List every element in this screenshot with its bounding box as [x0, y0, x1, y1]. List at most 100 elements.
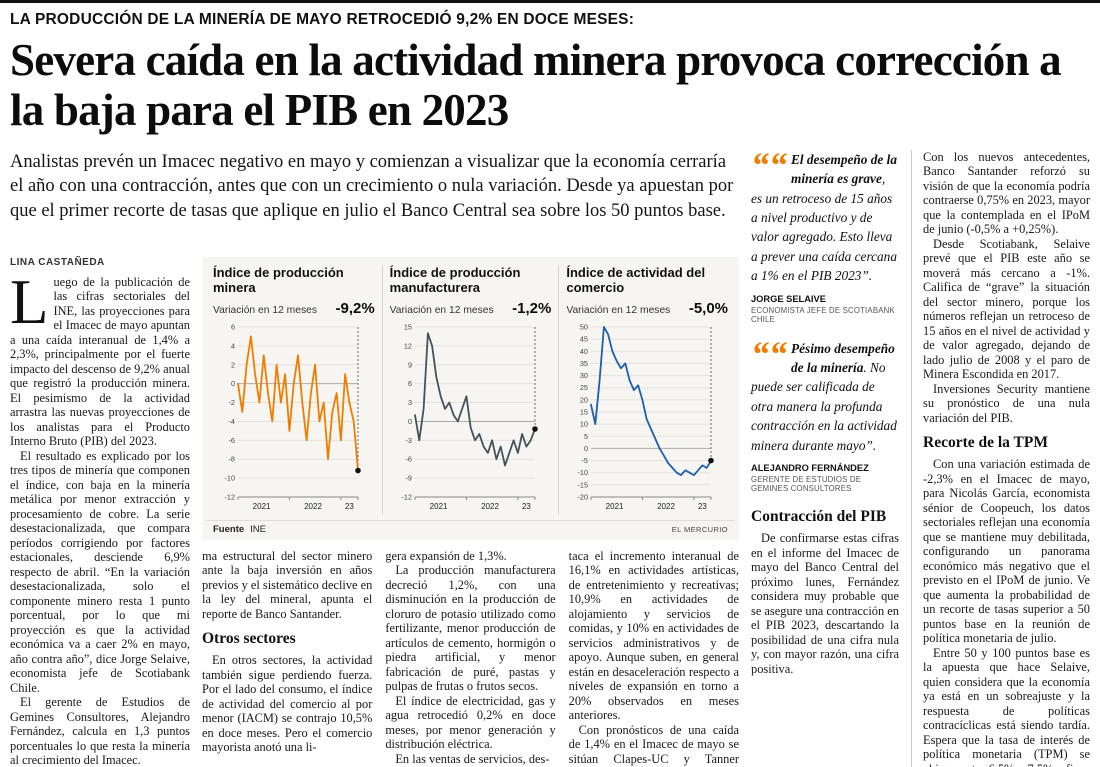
quote-lead: Pésimo desempeño de la minería [791, 340, 895, 376]
svg-text:-15: -15 [578, 480, 589, 489]
right-column: Con los nuevos antecedentes, Banco Santa… [911, 149, 1090, 767]
source-value: INE [250, 523, 266, 535]
quote-text: ““ Pésimo desempeño de la minería. No pue… [751, 333, 899, 455]
bottom-column-2: gera expansión de 1,3%. La producción ma… [385, 549, 555, 767]
dropcap: L [10, 266, 49, 337]
pull-quote-fernandez: ““ Pésimo desempeño de la minería. No pue… [751, 333, 899, 494]
paragraph-text: uego de la publicación de las cifras sec… [10, 274, 190, 449]
chart-actividad-comercio: Índice de actividad del comercio Variaci… [558, 265, 735, 515]
svg-text:6: 6 [231, 322, 235, 331]
paragraph: El gerente de Estudios de Gemines Consul… [10, 695, 190, 767]
svg-text:45: 45 [580, 334, 588, 343]
chart-subtitle-row: Variación en 12 meses -5,0% [566, 300, 728, 317]
paragraph: En las ventas de servicios, des- [395, 751, 550, 766]
paragraph: El índice de electricidad, gas y agua re… [385, 693, 556, 752]
svg-text:0: 0 [231, 379, 235, 388]
quote-rest: , es un retroceso de 15 años a nivel pro… [751, 171, 897, 284]
chart-latest-value: -5,0% [688, 299, 729, 317]
paragraph: Entre 50 y 100 puntos base es la apuesta… [923, 645, 1090, 767]
paragraph: Desde Scotiabank, Selaive prevé que el P… [923, 236, 1090, 382]
paragraph: El resultado es explicado por los tres t… [10, 448, 190, 695]
content-grid: Analistas prevén un Imacec negativo en m… [10, 144, 1090, 767]
svg-text:2022: 2022 [304, 502, 322, 511]
svg-text:30: 30 [580, 371, 588, 380]
svg-text:-5: -5 [582, 456, 589, 465]
chart-subtitle-row: Variación en 12 meses -9,2% [213, 300, 375, 317]
paragraph: Inversiones Security mantiene su pronóst… [923, 381, 1090, 425]
line-chart-manufactura: 15 12 9 6 3 0 -3 -6 -9 -12 2021 2022 23 [401, 322, 538, 511]
svg-text:12: 12 [404, 341, 412, 350]
svg-text:20: 20 [580, 395, 588, 404]
svg-text:0: 0 [584, 444, 588, 453]
svg-text:15: 15 [580, 407, 588, 416]
svg-text:35: 35 [580, 359, 588, 368]
quote-author-role: GERENTE DE ESTUDIOS DE GEMINES CONSULTOR… [751, 475, 862, 494]
svg-text:-9: -9 [405, 473, 412, 482]
source: Fuente INE [213, 524, 266, 535]
headline: Severa caída en la actividad minera prov… [10, 35, 1062, 136]
svg-text:2021: 2021 [429, 502, 447, 511]
charts-panel: Índice de producción minera Variación en… [202, 256, 739, 540]
chart-subtitle: Variación en 12 meses [566, 304, 671, 316]
svg-text:-6: -6 [229, 436, 236, 445]
source-row: Fuente INE EL MERCURIO [206, 519, 735, 537]
paragraph: Con pronósticos de una caída de 1,4% en … [568, 722, 739, 767]
svg-text:2021: 2021 [606, 502, 624, 511]
quote-icon: ““ [751, 144, 787, 185]
chart-produccion-minera: Índice de producción minera Variación en… [206, 265, 382, 515]
svg-text:-6: -6 [405, 454, 412, 463]
subhead-recorte-tpm: Recorte de la TPM [923, 434, 1048, 452]
chart-subtitle-row: Variación en 12 meses -1,2% [390, 300, 552, 317]
svg-text:40: 40 [580, 346, 588, 355]
quote-author: ALEJANDRO FERNÁNDEZ [751, 463, 869, 474]
paragraph: En otros sectores, la actividad también … [202, 653, 373, 755]
quote-author-role: ECONOMISTA JEFE DE SCOTIABANK CHILE [751, 305, 895, 324]
subhead-otros-sectores: Otros sectores [202, 630, 296, 648]
source-label: Fuente [213, 523, 245, 535]
contraccion-section: Contracción del PIB De confirmarse estas… [751, 508, 899, 676]
subhead-contraccion-pib: Contracción del PIB [751, 508, 887, 526]
svg-text:25: 25 [580, 383, 588, 392]
byline: LINA CASTAÑEDA [10, 256, 105, 268]
svg-text:-12: -12 [401, 492, 412, 501]
quote-author: JORGE SELAIVE [751, 293, 826, 304]
svg-text:-12: -12 [224, 492, 235, 501]
pull-quote-selaive: ““ El desempeño de la minería es grave, e… [751, 144, 899, 324]
svg-text:2021: 2021 [253, 502, 271, 511]
chart-produccion-manufacturera: Índice de producción manufacturera Varia… [381, 265, 559, 515]
quotes-column: ““ El desempeño de la minería es grave, e… [751, 144, 899, 767]
svg-text:-3: -3 [405, 436, 412, 445]
svg-text:-8: -8 [229, 454, 236, 463]
svg-text:23: 23 [698, 502, 707, 511]
svg-text:-20: -20 [578, 492, 589, 501]
svg-text:4: 4 [231, 341, 235, 350]
svg-text:0: 0 [408, 417, 412, 426]
svg-text:-2: -2 [229, 398, 236, 407]
svg-text:6: 6 [408, 379, 412, 388]
svg-text:2022: 2022 [481, 502, 499, 511]
paragraph: ma estructural del sector minero ante la… [202, 548, 373, 621]
newspaper-credit: EL MERCURIO [671, 524, 728, 534]
quote-lead: El desempeño de la minería es grave [791, 151, 897, 187]
chart-subtitle: Variación en 12 meses [213, 304, 317, 316]
paragraph: Con los nuevos antecedentes, Banco Santa… [923, 149, 1090, 237]
svg-text:10: 10 [580, 419, 588, 428]
paragraph: taca el incremento interanual de 16,1% e… [568, 548, 739, 723]
svg-text:2022: 2022 [657, 502, 675, 511]
center-area: Índice de producción minera Variación en… [202, 256, 739, 767]
paragraph: gera expansión de 1,3%. [385, 548, 507, 563]
kicker: LA PRODUCCIÓN DE LA MINERÍA DE MAYO RETR… [10, 11, 635, 28]
paragraph: De confirmarse estas cifras en el inform… [751, 531, 899, 676]
chart-latest-value: -9,2% [335, 299, 375, 317]
svg-text:2: 2 [231, 360, 235, 369]
bottom-column-3: taca el incremento interanual de 16,1% e… [569, 549, 739, 767]
charts-row: Índice de producción minera Variación en… [206, 265, 735, 515]
bottom-columns: ma estructural del sector minero ante la… [202, 549, 739, 767]
svg-text:-10: -10 [578, 468, 589, 477]
bottom-column-1: ma estructural del sector minero ante la… [202, 549, 372, 767]
quote-icon: ““ [751, 333, 787, 374]
